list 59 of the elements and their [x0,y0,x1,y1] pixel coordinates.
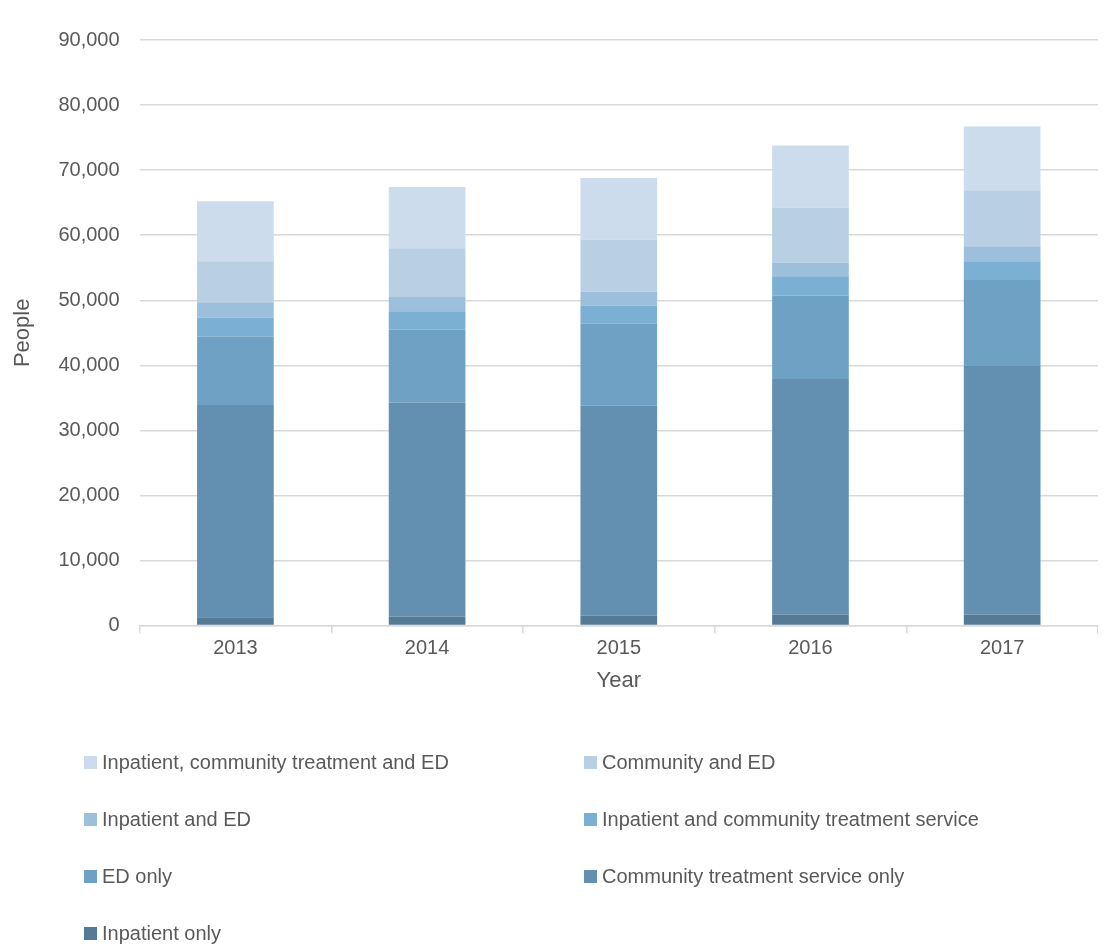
bar [197,302,274,318]
bar [580,177,658,240]
legend-label: Inpatient and community treatment service [602,807,979,832]
x-axis-title: Year [596,666,642,692]
bar [580,405,658,616]
y-axis-title: People [9,298,35,368]
bar [388,187,466,249]
bar [963,280,1041,366]
bar [197,617,274,625]
y-tick-label: 30,000 [58,417,120,440]
y-tick-label: 0 [108,613,120,636]
bar [963,126,1041,191]
bar [772,295,849,379]
bar [388,402,466,617]
bar [388,297,466,312]
bar [388,329,466,403]
bar [772,614,849,625]
bar [388,248,466,298]
bar [388,616,466,625]
bar [197,317,274,337]
bar [772,145,849,208]
legend-label: Inpatient and ED [102,807,251,832]
y-tick-label: 10,000 [58,548,120,571]
bar [580,239,658,292]
x-tick-label: 2014 [404,636,450,659]
x-tick-label: 2016 [788,636,833,659]
legend-label: Community and ED [602,750,776,775]
bar [963,365,1041,615]
bar [197,201,274,262]
bar [963,261,1041,281]
y-tick-label: 90,000 [58,27,120,50]
y-tick-label: 40,000 [58,352,120,375]
x-tick-label: 2017 [979,636,1025,659]
y-tick-label: 20,000 [58,482,120,505]
bar [772,379,849,615]
bar [197,261,274,303]
y-tick-label: 60,000 [58,222,120,245]
y-tick-label: 50,000 [58,287,120,310]
bar [197,336,274,406]
legend-label: Community treatment service only [602,864,905,889]
x-tick-label: 2015 [596,636,642,659]
bar [963,190,1041,247]
y-tick-label: 70,000 [58,157,120,180]
bar [580,305,658,324]
bar [580,615,658,625]
bar [963,246,1041,262]
bar [580,291,658,306]
x-tick-label: 2013 [213,636,258,659]
bar [388,311,466,330]
bar [772,262,849,277]
bar [580,323,658,406]
bar [772,207,849,263]
legend-label: Inpatient, community treatment and ED [102,750,449,775]
bar [197,405,274,618]
bar [772,276,849,296]
bar [963,614,1041,625]
y-tick-label: 80,000 [58,92,120,115]
legend-label: ED only [102,864,173,889]
legend-label: Inpatient only [102,921,221,946]
